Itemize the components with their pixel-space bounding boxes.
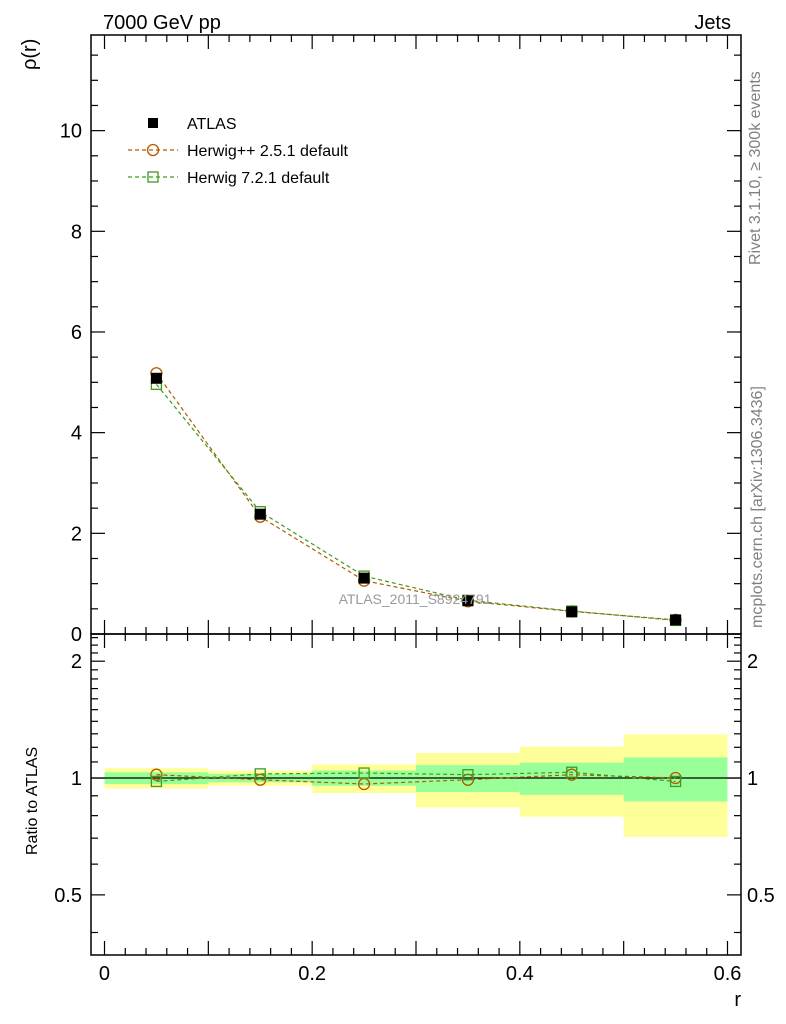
ratio-data-point bbox=[254, 768, 266, 780]
x-tick-label: 0.6 bbox=[714, 963, 742, 985]
ratio-data-point bbox=[462, 769, 474, 781]
ratio-y-tick-label-right: 2 bbox=[747, 651, 758, 673]
main-y-tick-label: 6 bbox=[71, 322, 82, 344]
side-label-rivet: Rivet 3.1.10, ≥ 300k events bbox=[747, 71, 764, 265]
ratio-data-point bbox=[254, 773, 267, 786]
ratio-data-point bbox=[358, 767, 370, 779]
main-data-point bbox=[254, 508, 266, 520]
legend-label-herwigpp: Herwig++ 2.5.1 default bbox=[187, 143, 349, 160]
main-data-point bbox=[358, 572, 370, 584]
main-y-tick-label: 4 bbox=[71, 423, 82, 445]
ratio-data-point bbox=[566, 766, 578, 778]
x-tick-label: 0.4 bbox=[506, 963, 534, 985]
x-tick-label: 0.2 bbox=[298, 963, 326, 985]
main-series-line bbox=[155, 372, 676, 621]
x-tick-label: 0 bbox=[99, 963, 110, 985]
main-data-point bbox=[566, 606, 578, 618]
ratio-band-inner bbox=[519, 762, 624, 795]
main-data-point bbox=[670, 614, 682, 626]
ratio-data-point bbox=[669, 775, 682, 788]
ratio-y-tick-label-left: 2 bbox=[71, 651, 82, 673]
main-plot-area: 0 2 4 6 8 10 bbox=[60, 35, 741, 646]
legend-marker-herwigpp bbox=[146, 143, 160, 157]
legend: ATLAS Herwig++ 2.5.1 default Herwig 7.2.… bbox=[128, 116, 349, 187]
ratio-plot-frame bbox=[90, 633, 742, 956]
main-data-point bbox=[462, 595, 474, 607]
main-data-point bbox=[150, 372, 162, 384]
legend-label-herwig7: Herwig 7.2.1 default bbox=[187, 170, 330, 187]
main-y-axis-label: ρ(r) bbox=[19, 39, 41, 70]
x-axis-label: r bbox=[734, 989, 741, 1011]
main-y-tick-label: 10 bbox=[60, 121, 82, 143]
ratio-data-point bbox=[150, 768, 163, 781]
ratio-plot-area: 0.5 0.5 1 1 2 2 0 0.2 0.4 0.6 bbox=[54, 634, 775, 985]
watermark-label: ATLAS_2011_S8924791 bbox=[339, 591, 492, 607]
legend-label-atlas: ATLAS bbox=[187, 116, 237, 133]
ratio-y-tick-label-left: 1 bbox=[71, 768, 82, 790]
main-y-tick-label: 2 bbox=[71, 523, 82, 545]
legend-marker-atlas bbox=[148, 118, 158, 128]
main-y-tick-label: 8 bbox=[71, 221, 82, 243]
header-left-title: 7000 GeV pp bbox=[103, 12, 221, 34]
ratio-y-tick-label-right: 1 bbox=[747, 768, 758, 790]
ratio-data-point bbox=[150, 775, 163, 788]
ratio-y-tick-label-right: 0.5 bbox=[747, 885, 775, 907]
ratio-band-inner bbox=[623, 757, 728, 802]
side-label-mcplots: mcplots.cern.ch [arXiv:1306.3436] bbox=[749, 386, 766, 628]
ratio-y-axis-label: Ratio to ATLAS bbox=[24, 747, 41, 855]
legend-marker-herwig7 bbox=[147, 171, 159, 183]
header-right-title: Jets bbox=[694, 12, 731, 34]
ratio-y-tick-label-left: 0.5 bbox=[54, 885, 82, 907]
ratio-series-line bbox=[156, 771, 676, 783]
main-series-line bbox=[155, 383, 676, 622]
main-y-tick-label: 0 bbox=[71, 624, 82, 646]
ratio-series-line bbox=[156, 774, 676, 785]
